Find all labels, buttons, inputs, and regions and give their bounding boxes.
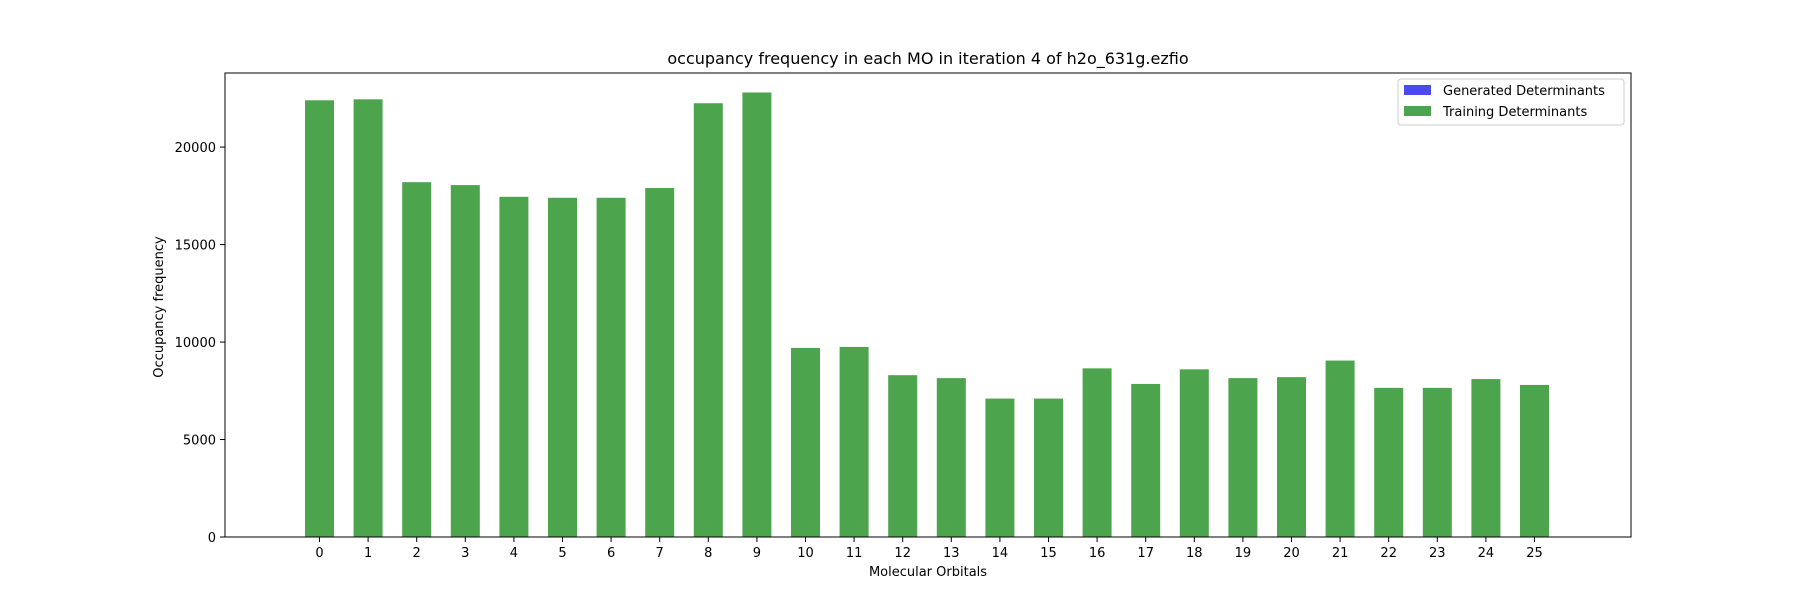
bar-training-13	[936, 378, 966, 537]
plot-area-frame	[224, 72, 1632, 538]
bar-training-16	[1082, 368, 1112, 537]
x-tick-label: 8	[704, 546, 712, 561]
x-tick-label: 19	[1235, 546, 1252, 561]
bar-training-20	[1277, 377, 1306, 537]
x-tick-label: 13	[943, 546, 960, 561]
x-tick-label: 14	[992, 546, 1009, 561]
bar-training-5	[548, 197, 577, 537]
x-tick-label: 18	[1186, 546, 1203, 561]
bar-training-21	[1325, 360, 1355, 537]
x-tick-label: 15	[1040, 546, 1057, 561]
x-tick-label: 20	[1283, 546, 1300, 561]
x-tick-label: 16	[1089, 546, 1106, 561]
bar-training-22	[1374, 387, 1404, 537]
bar-training-10	[791, 347, 820, 537]
x-tick-label: 0	[315, 546, 323, 561]
bar-training-24	[1471, 379, 1501, 537]
chart-title: occupancy frequency in each MO in iterat…	[667, 49, 1188, 69]
bar-training-23	[1422, 387, 1452, 537]
legend: Generated Determinants Training Determin…	[1397, 78, 1625, 126]
x-tick-label: 21	[1332, 546, 1349, 561]
ticks-layer: 0 1 2 3 4 5 6 7 8 9 10 11 12 13 14 15 16 17 18 19 20 21 22 23 24…	[175, 141, 1543, 561]
bar-training-12	[888, 375, 918, 537]
bar-training-6	[596, 197, 626, 537]
x-tick-label: 11	[846, 546, 863, 561]
y-tick-label: 10000	[175, 336, 216, 351]
x-tick-label: 2	[413, 546, 421, 561]
x-tick-label: 6	[607, 546, 615, 561]
bar-training-11	[839, 346, 869, 537]
x-tick-label: 1	[364, 546, 372, 561]
bar-training-4	[499, 196, 529, 537]
legend-label-generated: Generated Determinants	[1443, 84, 1605, 99]
legend-label-training: Training Determinants	[1442, 105, 1587, 120]
bar-training-17	[1131, 383, 1161, 537]
y-tick-label: 20000	[175, 141, 216, 156]
legend-box	[1397, 78, 1625, 126]
x-axis-label: Molecular Orbitals	[869, 565, 987, 580]
x-tick-label: 5	[558, 546, 566, 561]
bar-training-1	[353, 99, 383, 537]
y-tick-label: 5000	[183, 434, 216, 449]
x-tick-label: 22	[1380, 546, 1397, 561]
bars-layer	[305, 92, 1549, 538]
x-tick-label: 4	[510, 546, 518, 561]
bar-training-8	[693, 103, 723, 537]
x-tick-label: 12	[894, 546, 911, 561]
bar-training-14	[985, 398, 1015, 537]
bar-training-15	[1034, 398, 1063, 537]
legend-swatch-training	[1404, 106, 1431, 116]
x-tick-label: 7	[656, 546, 664, 561]
bar-training-2	[402, 182, 432, 538]
y-axis-label: Occupancy frequency	[152, 236, 167, 378]
x-tick-label: 17	[1137, 546, 1154, 561]
bar-training-3	[450, 185, 480, 538]
bar-training-9	[742, 92, 772, 538]
x-tick-label: 3	[461, 546, 469, 561]
x-tick-label: 24	[1478, 546, 1495, 561]
legend-swatch-generated	[1404, 85, 1431, 95]
x-tick-label: 9	[753, 546, 761, 561]
bar-training-25	[1520, 384, 1549, 537]
bar-training-18	[1179, 369, 1209, 537]
bar-training-19	[1228, 378, 1258, 537]
y-tick-label: 15000	[175, 239, 216, 254]
x-tick-label: 10	[797, 546, 814, 561]
bar-training-7	[645, 188, 675, 537]
x-tick-label: 23	[1429, 546, 1446, 561]
x-tick-label: 25	[1526, 546, 1543, 561]
y-tick-label: 0	[208, 531, 216, 546]
bar-training-0	[305, 100, 334, 537]
